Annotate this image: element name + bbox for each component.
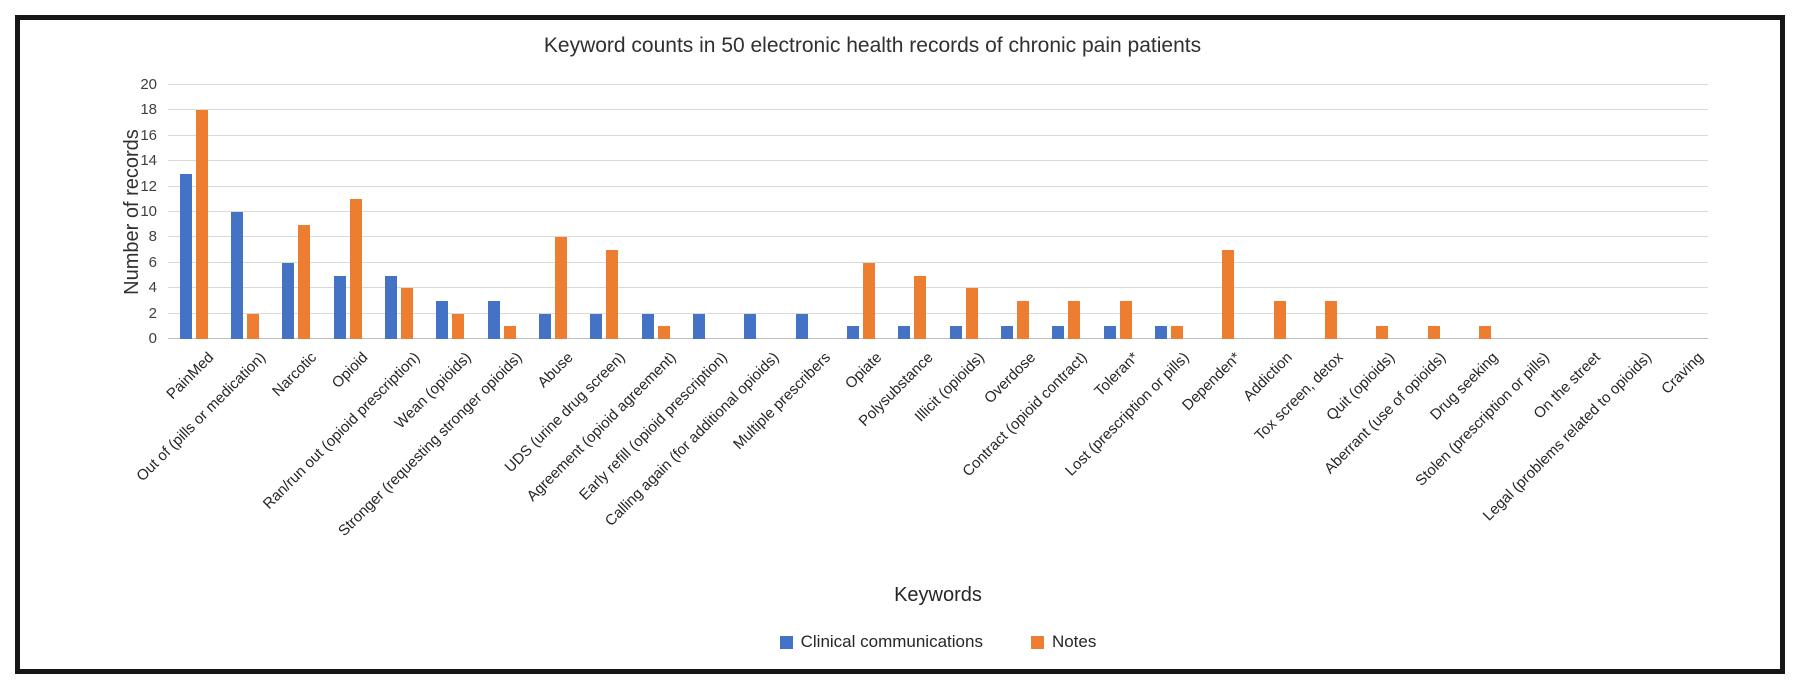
bar-notes-toleran [1119, 300, 1132, 339]
bar-notes-tox-screen-detox [1325, 300, 1337, 339]
legend-label-notes: Notes [1051, 632, 1097, 651]
bar-notes-illicit-opioids [965, 288, 978, 339]
legend-item-notes: Notes [1030, 632, 1097, 652]
legend-swatch-notes [1030, 635, 1044, 649]
bar-notes-polysubstance [914, 275, 927, 339]
bar-notes-stronger-requesting-stronger-opioids [503, 326, 516, 339]
y-tick-label-16: 16 [140, 126, 157, 144]
gridline-y-2 [168, 312, 1708, 314]
x-label-craving: Craving [1657, 349, 1707, 398]
bar-notes-abuse [555, 237, 567, 339]
x-label-multiple-prescribers: Multiple prescribers [729, 349, 834, 453]
y-tick-label-18: 18 [140, 101, 157, 119]
x-label-opioid: Opioid [329, 349, 372, 392]
bar-clinical-communications-painmed [179, 173, 192, 339]
y-axis-tick-labels: 0 2 4 6 8 10 12 14 16 18 20 [0, 76, 157, 347]
legend-item-clinical-communications: Clinical communications [779, 632, 983, 652]
bar-notes-agreement-opioid-agreement [657, 326, 670, 339]
bar-clinical-communications-stronger-requesting-stronger-opioids [487, 300, 500, 339]
plot-area [168, 84, 1708, 339]
bar-clinical-communications-polysubstance [898, 326, 911, 339]
bar-notes-painmed [195, 110, 208, 339]
y-tick-label-8: 8 [148, 228, 157, 246]
gridline-y-6 [168, 261, 1708, 263]
gridline-y-14 [168, 160, 1708, 162]
x-axis-baseline [168, 338, 1708, 339]
gridline-y-8 [168, 236, 1708, 238]
x-label-tox-screen-detox: Tox screen, detox [1251, 349, 1348, 445]
gridline-y-12 [168, 185, 1708, 187]
bar-clinical-communications-narcotic [282, 262, 295, 339]
figure-border-frame [15, 15, 1785, 674]
bar-clinical-communications-multiple-prescribers [795, 313, 808, 339]
y-tick-label-20: 20 [140, 76, 157, 93]
gridline-y-4 [168, 287, 1708, 289]
bar-notes-lost-prescription-or-pills [1171, 326, 1183, 339]
y-tick-label-12: 12 [140, 177, 157, 195]
y-tick-label-14: 14 [140, 152, 157, 170]
x-label-abuse: Abuse [534, 349, 578, 392]
bar-notes-contract-opioid-contract [1068, 300, 1081, 339]
gridline-y-18 [168, 109, 1708, 111]
bar-clinical-communications-uds-urine-drug-screen [590, 313, 603, 339]
bar-notes-quit-opioids [1376, 326, 1389, 339]
bar-notes-aberrant-use-of-opioids [1427, 326, 1440, 339]
bar-clinical-communications-opioid [333, 275, 346, 339]
bar-clinical-communications-out-of-pills-or-medication [231, 212, 243, 339]
bar-notes-ran-run-out-opioid-prescription [401, 288, 413, 339]
bar-notes-wean-opioids [452, 313, 465, 339]
x-label-toleran: Toleran* [1090, 349, 1142, 400]
legend: Clinical communications Notes [168, 632, 1708, 652]
bar-clinical-communications-contract-opioid-contract [1052, 326, 1065, 339]
bar-clinical-communications-calling-again-for-additional-opioids [744, 313, 757, 339]
x-label-opiate: Opiate [841, 349, 886, 393]
bar-clinical-communications-opiate [847, 326, 859, 339]
bar-clinical-communications-abuse [539, 313, 551, 339]
bar-notes-overdose [1017, 300, 1029, 339]
bar-notes-opioid [349, 199, 362, 339]
bar-clinical-communications-agreement-opioid-agreement [641, 313, 654, 339]
bar-notes-opiate [863, 262, 875, 339]
y-tick-label-10: 10 [140, 203, 157, 220]
bar-clinical-communications-toleran [1103, 326, 1116, 339]
bar-clinical-communications-ran-run-out-opioid-prescription [385, 275, 397, 339]
y-tick-label-0: 0 [148, 330, 157, 347]
gridline-y-20 [168, 84, 1708, 85]
bar-clinical-communications-overdose [1001, 326, 1013, 339]
x-label-stronger-requesting-stronger-opioids: Stronger (requesting stronger opioids) [335, 349, 526, 540]
bar-clinical-communications-illicit-opioids [949, 326, 962, 339]
y-tick-label-4: 4 [148, 279, 157, 297]
bar-clinical-communications-early-refill-opioid-prescription [693, 313, 705, 339]
legend-label-clinical-communications: Clinical communications [800, 632, 983, 651]
x-axis-title: Keywords [894, 584, 982, 606]
bar-notes-out-of-pills-or-medication [247, 313, 259, 339]
gridline-y-10 [168, 211, 1708, 212]
bar-clinical-communications-wean-opioids [436, 300, 449, 339]
bar-notes-addiction [1273, 300, 1286, 339]
x-label-narcotic: Narcotic [269, 349, 321, 400]
bar-notes-uds-urine-drug-screen [606, 250, 619, 339]
bar-clinical-communications-lost-prescription-or-pills [1155, 326, 1167, 339]
bar-notes-dependen [1222, 250, 1235, 339]
y-tick-label-6: 6 [148, 253, 157, 271]
bar-notes-narcotic [298, 224, 311, 339]
chart-title: Keyword counts in 50 electronic health r… [543, 34, 1202, 57]
legend-swatch-clinical-communications [779, 635, 793, 649]
bar-notes-drug-seeking [1479, 326, 1491, 339]
gridline-y-16 [168, 134, 1708, 136]
y-tick-label-2: 2 [148, 304, 157, 322]
